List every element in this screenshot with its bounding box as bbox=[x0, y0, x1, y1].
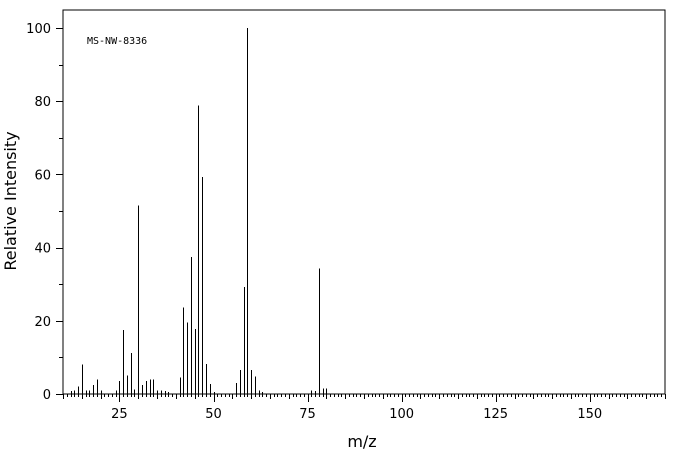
spectrum-bars bbox=[70, 28, 328, 394]
x-axis-title: m/z bbox=[347, 432, 376, 451]
spectrum-id-label: MS-NW-8336 bbox=[87, 36, 147, 47]
x-tick-label: 50 bbox=[205, 407, 222, 422]
y-axis-ticks: 0 20 40 60 80 100 bbox=[26, 22, 63, 403]
plot-border bbox=[62, 9, 666, 395]
x-axis-ticks: 25 50 75 100 125 150 bbox=[63, 394, 666, 422]
x-tick-label: 75 bbox=[299, 407, 316, 422]
y-axis-title: Relative Intensity bbox=[1, 131, 20, 270]
x-tick-label: 150 bbox=[577, 407, 602, 422]
x-tick-label: 125 bbox=[483, 407, 508, 422]
y-tick-label: 60 bbox=[34, 168, 51, 183]
x-tick-label: 100 bbox=[389, 407, 414, 422]
y-tick-label: 0 bbox=[43, 388, 51, 403]
y-tick-label: 80 bbox=[34, 95, 51, 110]
y-tick-label: 20 bbox=[34, 315, 51, 330]
x-tick-label: 25 bbox=[111, 407, 128, 422]
plot-frame bbox=[62, 9, 666, 395]
y-tick-label: 100 bbox=[26, 22, 51, 37]
y-tick-label: 40 bbox=[34, 242, 51, 257]
